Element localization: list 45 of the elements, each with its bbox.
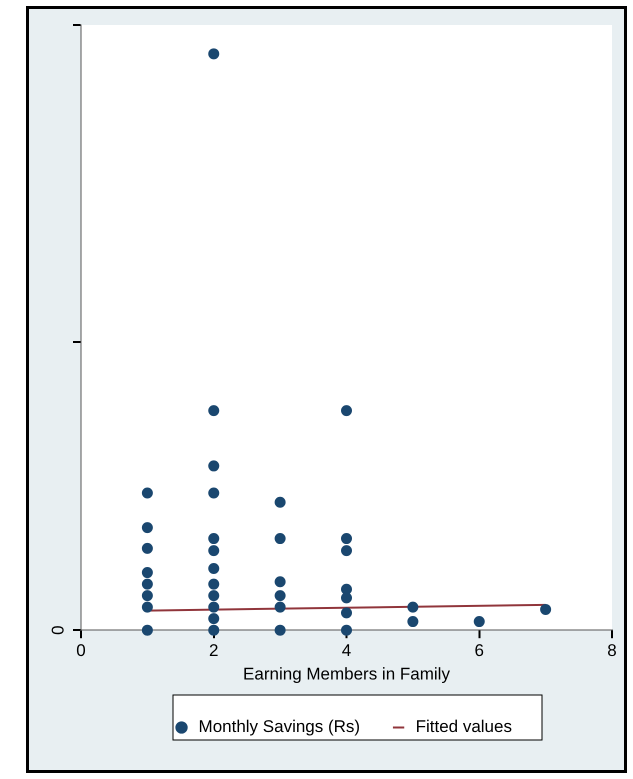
x-axis-title: Earning Members in Family: [243, 664, 450, 684]
point: [407, 616, 418, 628]
point: [208, 545, 220, 556]
point: [208, 578, 220, 590]
point: [142, 578, 153, 590]
point: [341, 405, 352, 416]
point: [274, 496, 286, 508]
point: [208, 602, 220, 613]
point: [341, 545, 352, 556]
x-tick-label: 6: [474, 641, 484, 660]
point: [142, 590, 153, 602]
point: [142, 624, 153, 636]
legend-label: Monthly Savings (Rs): [198, 717, 360, 736]
point: [540, 604, 552, 615]
point: [341, 624, 352, 636]
point: [274, 576, 286, 588]
point: [208, 488, 220, 499]
point: [274, 624, 286, 636]
point: [208, 613, 220, 624]
point: [208, 460, 220, 472]
text: 0: [48, 625, 68, 635]
point: [474, 616, 485, 628]
point: [341, 592, 352, 604]
point: [208, 624, 220, 636]
point: [274, 590, 286, 602]
point: [208, 48, 220, 60]
x-tick-label: 2: [209, 641, 218, 660]
point: [208, 533, 220, 544]
point: [142, 488, 153, 499]
point: [274, 602, 286, 613]
point: [274, 533, 286, 544]
point: [142, 522, 153, 534]
point: [142, 567, 153, 578]
point: [208, 590, 220, 602]
x-tick-label: 0: [76, 641, 86, 660]
point: [341, 533, 352, 544]
point: [407, 602, 418, 613]
point: [208, 563, 220, 574]
x-tick-label: 4: [342, 641, 352, 660]
point: [208, 405, 220, 416]
point: [142, 602, 153, 613]
point: [142, 542, 153, 554]
point: [341, 607, 352, 618]
legend-label: Fitted values: [416, 717, 512, 736]
x-tick-label: 8: [607, 641, 617, 660]
